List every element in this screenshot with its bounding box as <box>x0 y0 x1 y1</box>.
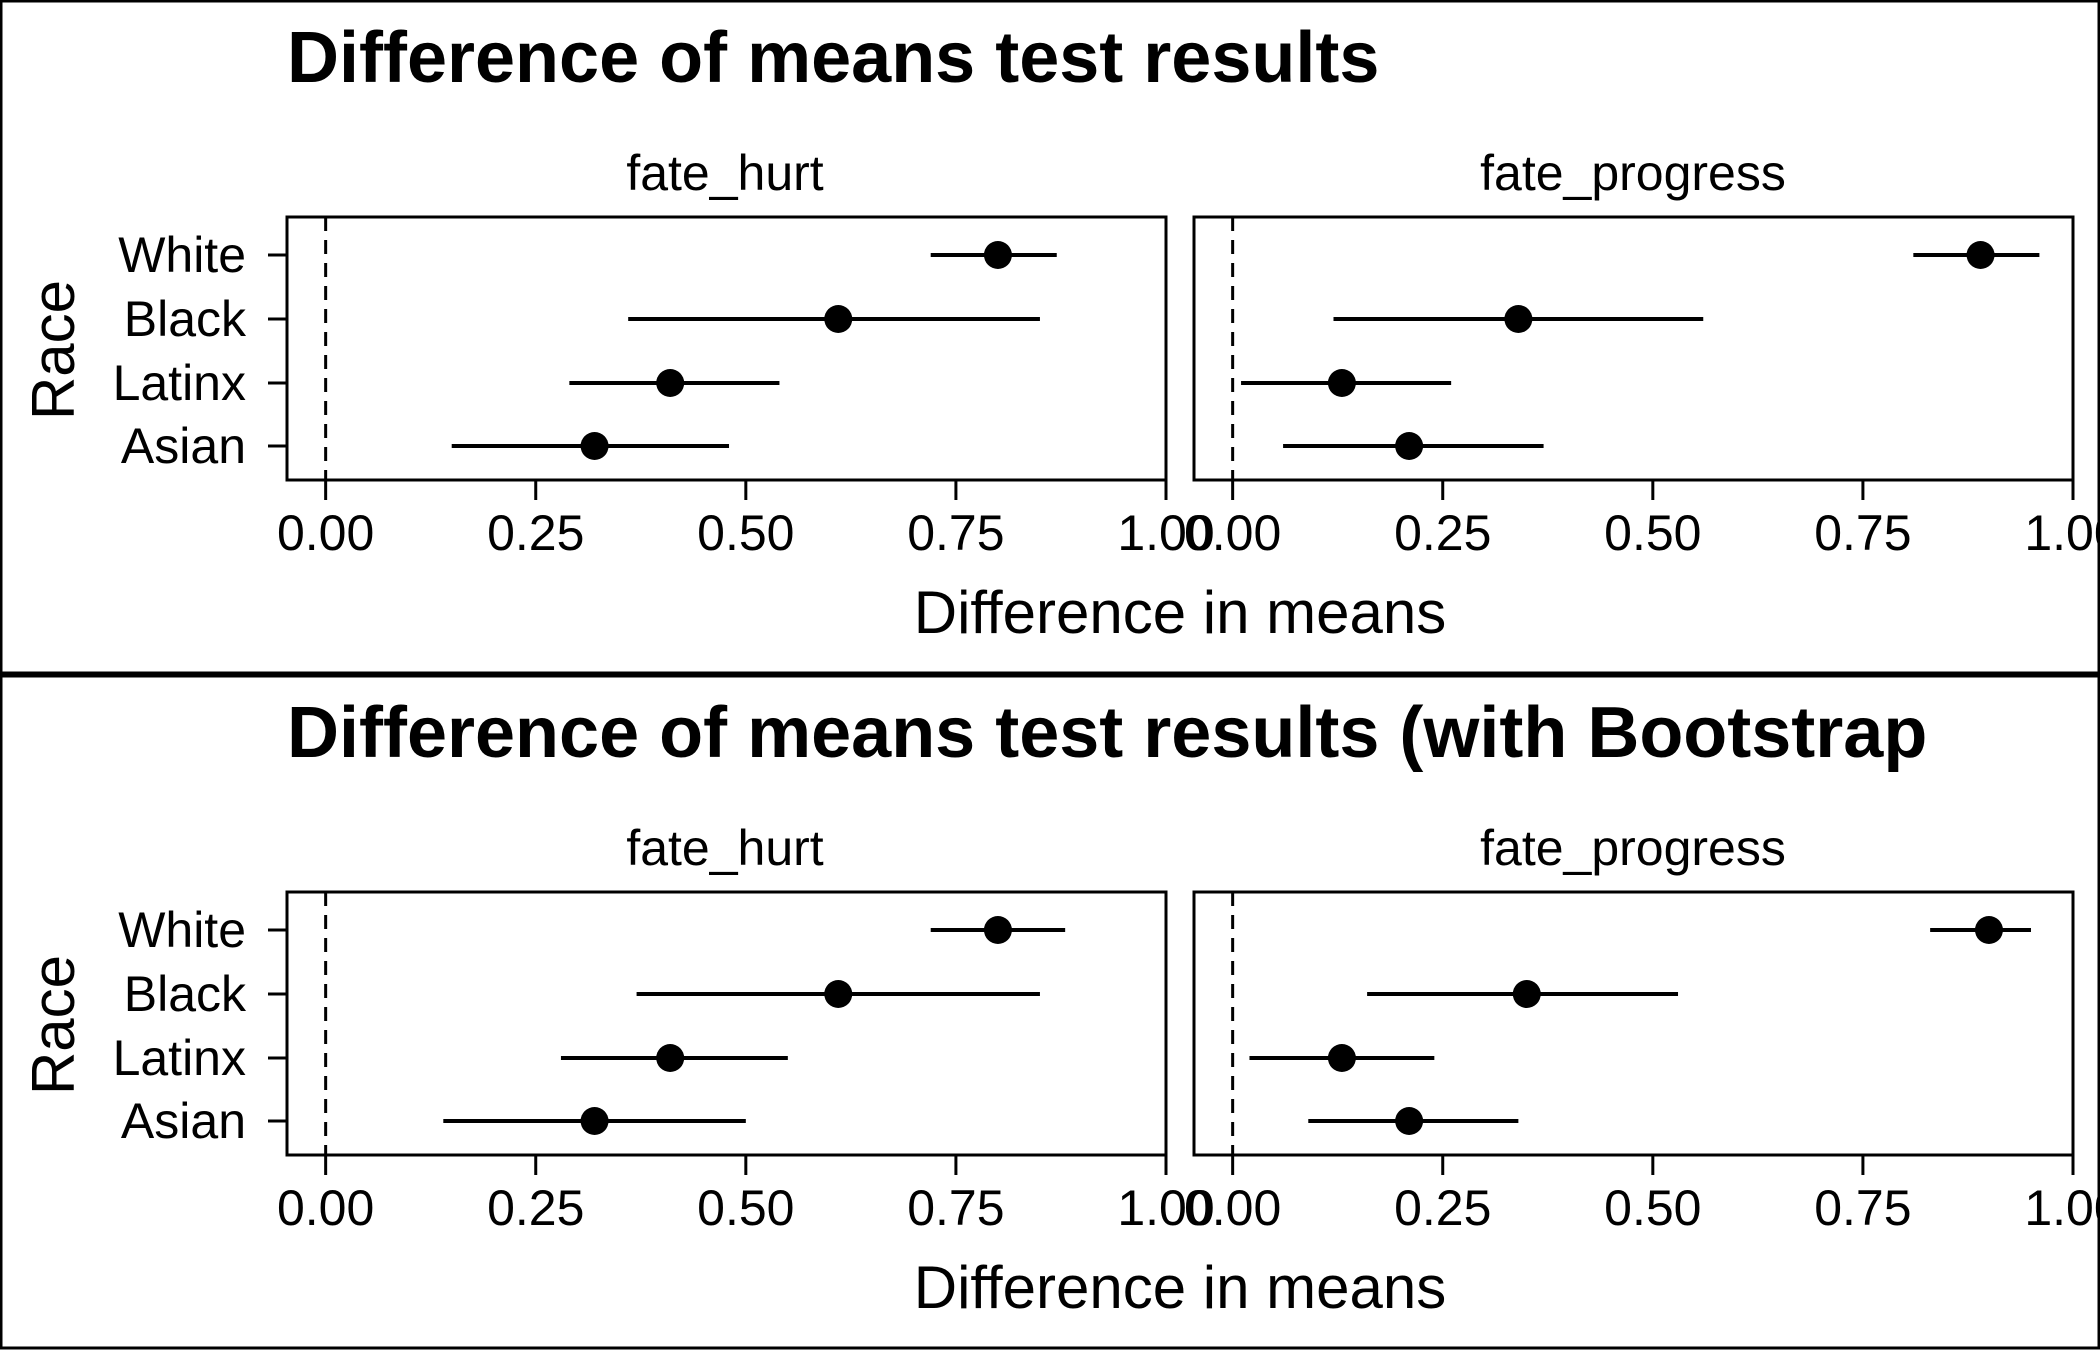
x-tick-label: 1.00 <box>1117 505 1214 561</box>
panel-frame <box>285 890 1168 1157</box>
x-tick-label: 0.25 <box>487 505 584 561</box>
chart-2: Difference of means test results (with B… <box>0 674 2100 1350</box>
x-axis-title: Difference in means <box>914 1254 1447 1321</box>
estimate-point-white <box>983 916 1012 944</box>
x-tick-label: 0.25 <box>1394 1180 1491 1236</box>
estimate-point-white <box>983 241 1012 269</box>
estimate-point-latinx <box>656 1044 685 1072</box>
x-tick-label: 0.50 <box>1604 505 1701 561</box>
panel-strip-label: fate_hurt <box>626 145 823 201</box>
estimate-point-white <box>1974 916 2003 944</box>
estimate-point-asian <box>580 432 609 460</box>
estimate-point-asian <box>1395 432 1424 460</box>
x-tick-label: 0.50 <box>697 505 794 561</box>
panel-fate-hurt: fate_hurt 0.00 0.25 0.50 0.75 1.00 <box>277 820 1215 1236</box>
y-tick-label-black: Black <box>124 291 247 347</box>
y-tick-label-asian: Asian <box>121 418 246 474</box>
chart-1: Difference of means test results Race Di… <box>0 0 2100 675</box>
x-tick-label: 0.75 <box>907 1180 1004 1236</box>
estimate-point-black <box>1512 980 1541 1008</box>
x-tick-label: 0.00 <box>277 1180 374 1236</box>
panel-fate-hurt: fate_hurt 0.00 0.25 0.50 0.75 1.00 <box>277 145 1215 561</box>
y-tick-label-latinx: Latinx <box>113 1030 246 1086</box>
y-axis-title: Race <box>20 280 87 420</box>
x-tick-label: 0.00 <box>1184 505 1281 561</box>
chart-frame <box>0 0 2100 675</box>
y-axis: White Black Latinx Asian <box>113 227 287 474</box>
panel-fate-progress: fate_progress 0.00 0.25 0.50 0.75 1.00 <box>1184 145 2100 561</box>
x-tick-label: 1.00 <box>1117 1180 1214 1236</box>
panel-strip-label: fate_progress <box>1480 145 1786 201</box>
x-tick-label: 0.75 <box>907 505 1004 561</box>
x-tick-label: 0.25 <box>487 1180 584 1236</box>
x-tick-label: 0.75 <box>1814 505 1911 561</box>
x-tick-label: 1.00 <box>2024 505 2100 561</box>
x-tick-label: 0.50 <box>697 1180 794 1236</box>
y-tick-label-latinx: Latinx <box>113 355 246 411</box>
x-tick-label: 0.75 <box>1814 1180 1911 1236</box>
x-axis-title: Difference in means <box>914 579 1447 646</box>
y-tick-label-black: Black <box>124 966 247 1022</box>
estimate-point-latinx <box>656 369 685 397</box>
panel-fate-progress: fate_progress 0.00 0.25 0.50 0.75 1.00 <box>1184 820 2100 1236</box>
y-axis: White Black Latinx Asian <box>113 902 287 1149</box>
chart-frame <box>0 674 2100 1350</box>
chart-title: Difference of means test results <box>287 18 1379 98</box>
estimate-point-black <box>824 980 853 1008</box>
x-tick-label: 0.00 <box>1184 1180 1281 1236</box>
panel-frame <box>1192 890 2075 1157</box>
estimate-point-latinx <box>1327 1044 1356 1072</box>
y-tick-label-white: White <box>118 227 246 283</box>
estimate-point-white <box>1966 241 1995 269</box>
panel-frame <box>285 215 1168 482</box>
y-tick-label-white: White <box>118 902 246 958</box>
y-tick-label-asian: Asian <box>121 1093 246 1149</box>
estimate-point-black <box>824 305 853 333</box>
x-tick-label: 0.50 <box>1604 1180 1701 1236</box>
x-tick-label: 0.00 <box>277 505 374 561</box>
panel-frame <box>1192 215 2075 482</box>
panel-strip-label: fate_hurt <box>626 820 823 876</box>
estimate-point-latinx <box>1327 369 1356 397</box>
x-tick-label: 1.00 <box>2024 1180 2100 1236</box>
y-axis-title: Race <box>20 955 87 1095</box>
estimate-point-asian <box>580 1107 609 1135</box>
estimate-point-black <box>1504 305 1533 333</box>
chart-title: Difference of means test results (with B… <box>287 693 1927 773</box>
x-tick-label: 0.25 <box>1394 505 1491 561</box>
estimate-point-asian <box>1395 1107 1424 1135</box>
panel-strip-label: fate_progress <box>1480 820 1786 876</box>
